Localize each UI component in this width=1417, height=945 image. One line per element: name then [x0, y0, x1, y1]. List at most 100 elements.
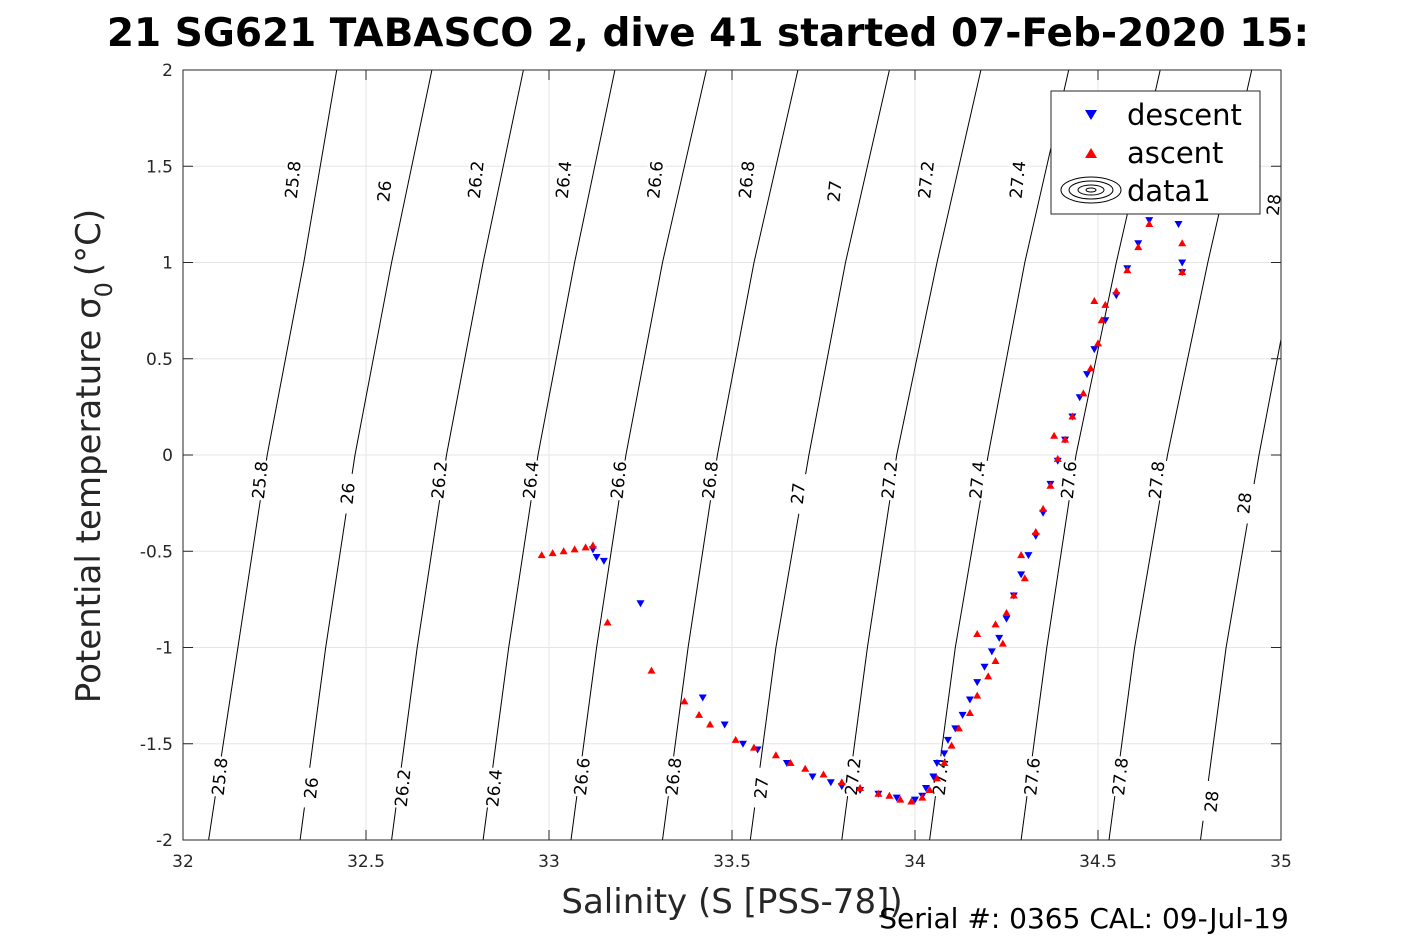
- density-contour-26: [299, 70, 433, 840]
- contour-label-text: 26.8: [662, 757, 686, 797]
- ascent-point: [1009, 591, 1018, 599]
- contour-label-text: 26.2: [428, 460, 452, 500]
- contour-label-bg: [391, 767, 414, 809]
- ascent-point: [786, 759, 795, 766]
- contour-label: 27.6: [1021, 755, 1045, 798]
- contour-label-bg: [1145, 459, 1168, 501]
- chart-title: 21 SG621 TABASCO 2, dive 41 started 07-F…: [107, 11, 1309, 56]
- ascent-point: [1002, 608, 1011, 616]
- contour-label-text: 27.6: [1021, 757, 1045, 797]
- ascent-point: [1123, 266, 1132, 274]
- descent-point: [738, 740, 747, 748]
- ascent-point: [1145, 220, 1154, 227]
- descent-point: [1174, 221, 1183, 228]
- contour-label: 26.8: [735, 158, 760, 201]
- y-tick-label: 0.5: [146, 350, 173, 370]
- ascent-point: [1017, 551, 1026, 559]
- ascent-point: [603, 618, 612, 626]
- y-tick-label: 1: [162, 254, 173, 274]
- ascent-point: [1097, 316, 1106, 324]
- x-tick-label: 34.5: [1079, 852, 1117, 872]
- contour-label: 27.2: [841, 755, 866, 798]
- descent-point: [1178, 259, 1187, 267]
- y-tick-label: 1.5: [146, 157, 173, 177]
- contour-label-bg: [735, 158, 758, 201]
- contour-label-bg: [464, 158, 487, 201]
- y-tick-label: 2: [162, 61, 173, 81]
- contour-label-text: 27: [788, 482, 810, 506]
- contour-label-bg: [607, 459, 630, 501]
- density-contour-26-4: [482, 70, 616, 840]
- descent-point: [1083, 371, 1092, 379]
- ascent-point: [801, 764, 810, 772]
- ascent-point: [1061, 435, 1070, 443]
- y-axis-label-subscript: 0: [90, 282, 118, 297]
- contour-label-bg: [373, 170, 396, 213]
- y-tick-label: -2: [156, 831, 173, 851]
- descent-point: [921, 785, 930, 793]
- y-axis-label-unit: (°C): [69, 209, 109, 276]
- ascent-point: [819, 770, 828, 778]
- contour-label-bg: [1057, 459, 1080, 501]
- contour-label-text: 26.6: [644, 160, 668, 200]
- contour-label: 26: [373, 170, 396, 213]
- contour-label: 26.4: [483, 767, 507, 809]
- contour-label: 26.6: [570, 755, 595, 798]
- y-axis-ticks: -2 -1.5 -1 -0.5 0 0.5 1 1.5 2: [140, 61, 1281, 851]
- contour-label: 26.2: [464, 158, 489, 201]
- contour-label: 27: [823, 170, 847, 213]
- contour-label-bg: [914, 158, 938, 201]
- descent-point: [980, 663, 989, 671]
- y-axis-label: Potential temperature σ0 (°C): [69, 209, 118, 703]
- descent-point: [958, 711, 967, 719]
- ascent-point: [559, 547, 568, 555]
- ascent-point: [588, 541, 597, 549]
- descent-point: [599, 557, 608, 565]
- legend: descent ascent data1: [1050, 90, 1261, 215]
- x-tick-label: 35: [1270, 852, 1292, 872]
- contour-label: 26: [300, 767, 323, 809]
- descent-point: [940, 750, 949, 758]
- contour-label-bg: [1262, 183, 1285, 226]
- y-axis-label-main: Potential temperature σ: [69, 297, 109, 703]
- x-tick-label: 33: [538, 852, 560, 872]
- contour-label: 26.4: [519, 459, 544, 501]
- contour-label-text: 27.2: [878, 460, 902, 500]
- ascent-point: [874, 789, 883, 797]
- contour-label-text: 27: [824, 180, 846, 204]
- descent-point: [965, 696, 974, 704]
- serial-cal-footer: Serial #: 0365 CAL: 09-Jul-19: [879, 902, 1289, 935]
- legend-ascent-label: ascent: [1127, 136, 1223, 170]
- contour-label: 26.6: [644, 158, 668, 201]
- contour-label: 28: [1233, 482, 1256, 524]
- density-contour-26-6: [570, 70, 707, 840]
- descent-point: [1017, 571, 1026, 579]
- ascent-point: [947, 741, 956, 749]
- contour-label-bg: [248, 459, 271, 501]
- contour-label-bg: [1021, 755, 1044, 798]
- density-contour-27-2: [841, 70, 982, 840]
- contour-label-text: 26: [301, 776, 323, 800]
- ascent-point: [570, 545, 579, 553]
- descent-point: [943, 736, 952, 744]
- density-contour-27-4: [929, 70, 1070, 840]
- ascent-point: [998, 639, 1007, 647]
- contour-label-bg: [1233, 482, 1256, 524]
- y-tick-label: -0.5: [140, 542, 173, 562]
- ascent-point: [1050, 431, 1059, 439]
- contour-label: 25.8: [208, 755, 233, 798]
- contour-label-text: 27.2: [915, 160, 939, 200]
- ascent-point: [940, 759, 949, 766]
- contour-label-text: 26.2: [392, 768, 416, 808]
- contour-label-text: 27.8: [1109, 757, 1133, 797]
- contour-label-text: 27.6: [1058, 460, 1082, 500]
- descent-point: [1024, 552, 1033, 560]
- descent-point: [911, 796, 919, 804]
- y-tick-label: 0: [162, 446, 173, 466]
- descent-point: [826, 779, 835, 787]
- contour-label-text: 27.4: [966, 460, 990, 500]
- contour-label-text: 26.2: [465, 160, 489, 200]
- x-tick-label: 33.5: [713, 852, 751, 872]
- ascent-point: [973, 630, 982, 638]
